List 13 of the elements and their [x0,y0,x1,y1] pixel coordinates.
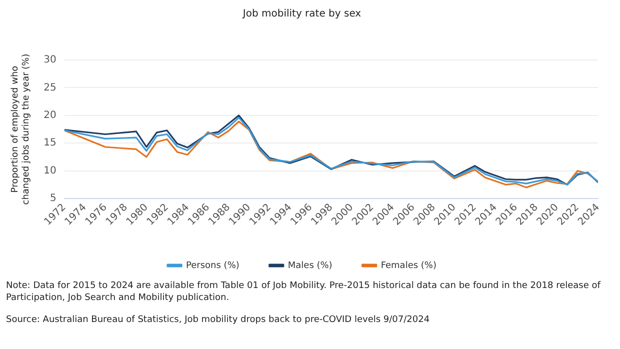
text: Note: Data for 2015 to 2024 are available from Table 01 of Job Mobility. Pre-2015 historical data can be found in the 2018 release of Participation, Job Search and Mobility publication. [6,280,602,304]
y-tick-label: 10 [44,165,56,176]
legend-label: Males (%) [288,260,332,271]
y-tick-label: 20 [44,110,56,121]
chart-title: Job mobility rate by sex [242,8,362,20]
y-tick-label: 15 [44,138,56,149]
legend-label: Persons (%) [186,260,240,271]
y-tick-label: 5 [50,193,56,204]
y-tick-label: 25 [44,82,56,94]
y-axis-title: Proportion of employed who changed jobs during the year (%) [10,54,32,205]
legend-label: Females (%) [380,260,436,271]
source-note: Source: Australian Bureau of Statistics, Job mobility drops back to pre-COVID levels 9/07/2024 [6,314,431,326]
y-tick-label: 30 [44,54,56,66]
